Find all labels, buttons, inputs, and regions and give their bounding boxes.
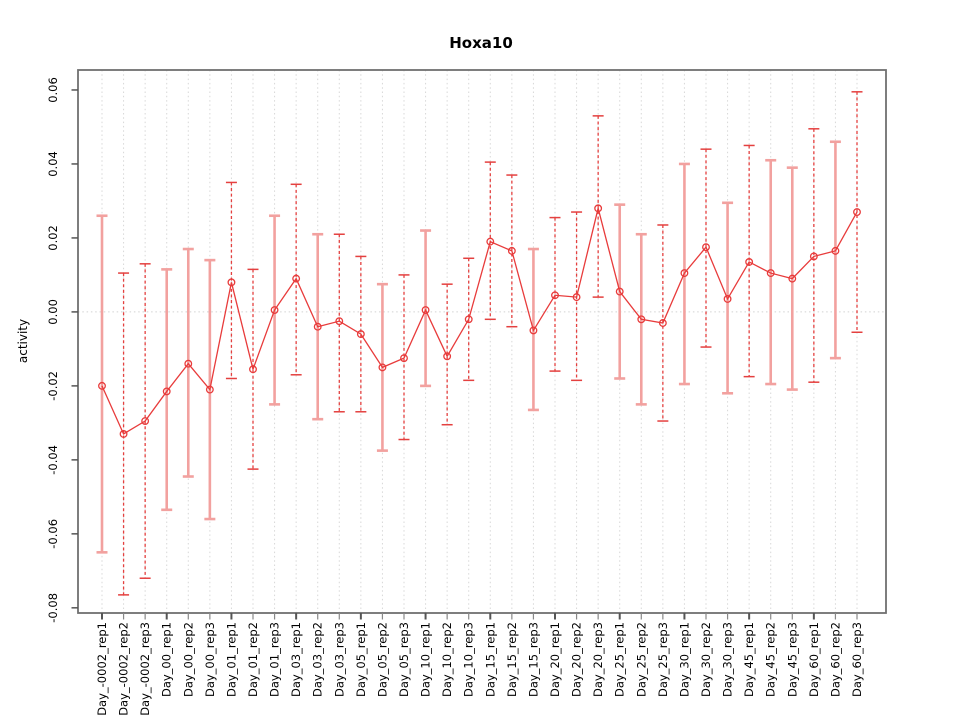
x-tick-label: Day_20_rep3 [591, 622, 605, 697]
data-point-marker [98, 381, 106, 390]
x-tick-label: Day_00_rep1 [160, 622, 174, 697]
x-tick-label: Day_10_rep1 [419, 622, 433, 697]
data-point-marker [443, 352, 452, 361]
series-line [101, 208, 858, 435]
y-tick-label: -0.08 [46, 593, 60, 623]
data-point-marker [615, 287, 624, 296]
x-tick-label: Day_15_rep1 [483, 622, 497, 697]
x-tick-label: Day_-0002_rep1 [95, 622, 109, 716]
data-point-marker [680, 269, 689, 278]
x-tick-label: Day_10_rep3 [462, 622, 476, 697]
y-tick-label: -0.04 [46, 445, 60, 475]
x-tick-label: Day_25_rep1 [613, 622, 627, 697]
x-tick-label: Day_45_rep3 [785, 622, 799, 697]
data-point-marker [464, 315, 473, 324]
x-tick-label: Day_60_rep2 [828, 622, 842, 697]
x-tick-label: Day_-0002_rep3 [138, 622, 152, 716]
data-point-marker [745, 258, 754, 266]
y-tick-label: 0.04 [46, 151, 60, 177]
plot-content: 0.06 0.04 0.02 0.00 -0.02 -0.04 -0.06 -0.08 Day_… [46, 69, 887, 716]
y-tick-label: 0.06 [46, 77, 60, 103]
data-point-marker [637, 315, 646, 324]
data-point-marker [270, 306, 279, 315]
x-tick-label: Day_01_rep2 [246, 622, 260, 697]
data-point-marker [831, 246, 840, 255]
x-tick-label: Day_30_rep1 [677, 622, 691, 697]
data-point-marker [119, 430, 128, 438]
x-tick-label: Day_25_rep2 [634, 622, 648, 697]
y-tick-label: -0.06 [46, 519, 60, 549]
data-point-marker [788, 274, 797, 283]
data-point-marker [292, 274, 301, 283]
x-tick-label: Day_10_rep2 [440, 622, 454, 697]
data-point-marker [572, 293, 581, 302]
data-point-marker [378, 363, 387, 372]
data-point-marker [335, 317, 344, 326]
x-tick-label: Day_15_rep2 [505, 622, 519, 697]
x-tick-label: Day_20_rep2 [570, 622, 584, 697]
x-tick-label: Day_45_rep1 [742, 622, 756, 697]
x-tick-label: Day_25_rep3 [656, 622, 670, 697]
x-tick-label: Day_-0002_rep2 [117, 622, 131, 716]
data-point-marker [421, 306, 430, 315]
y-tick-label: -0.02 [46, 371, 60, 401]
x-tick-label: Day_45_rep2 [764, 622, 778, 697]
x-tick-label: Day_05_rep3 [397, 622, 411, 697]
y-axis-label: activity [16, 319, 30, 363]
x-tick-label: Day_03_rep2 [311, 622, 325, 697]
x-tick-label: Day_05_rep2 [375, 622, 389, 697]
y-tick-label: 0.00 [46, 299, 60, 325]
data-point-marker [400, 354, 408, 363]
data-point-marker [162, 387, 171, 396]
y-tick-label: 0.02 [46, 225, 60, 251]
x-tick-label: Day_01_rep1 [224, 622, 238, 697]
plot-frame [77, 69, 887, 614]
x-tick-label: Day_60_rep1 [807, 622, 821, 697]
x-tick-label: Day_00_rep3 [203, 622, 217, 697]
data-point-marker [723, 295, 732, 303]
x-tick-label: Day_01_rep3 [268, 622, 282, 697]
data-point-marker [529, 326, 538, 335]
data-point-marker [184, 359, 193, 368]
x-tick-label: Day_03_rep1 [289, 622, 303, 697]
data-point-marker [249, 365, 257, 374]
x-tick-label: Day_60_rep3 [850, 622, 864, 697]
x-tick-label: Day_00_rep2 [181, 622, 195, 697]
x-tick-label: Day_30_rep3 [721, 622, 735, 697]
data-point-marker [507, 246, 516, 255]
data-point-marker [313, 322, 322, 331]
data-point-marker [356, 330, 365, 339]
data-point-marker [551, 291, 559, 300]
data-point-marker [205, 385, 214, 394]
x-tick-label: Day_03_rep3 [332, 622, 346, 697]
data-point-marker [594, 204, 603, 213]
x-tick-label: Day_20_rep1 [548, 622, 562, 697]
data-point-marker [702, 243, 710, 252]
data-point-marker [853, 208, 861, 216]
chart-title: Hoxa10 [449, 34, 513, 52]
data-point-marker [809, 252, 818, 261]
x-tick-label: Day_15_rep3 [526, 622, 540, 697]
data-point-marker [766, 269, 775, 278]
data-point-marker [227, 278, 236, 287]
x-tick-label: Day_05_rep1 [354, 622, 368, 697]
data-point-marker [486, 237, 495, 246]
data-point-marker [658, 319, 667, 327]
x-tick-label: Day_30_rep2 [699, 622, 713, 697]
data-point-marker [141, 417, 150, 425]
